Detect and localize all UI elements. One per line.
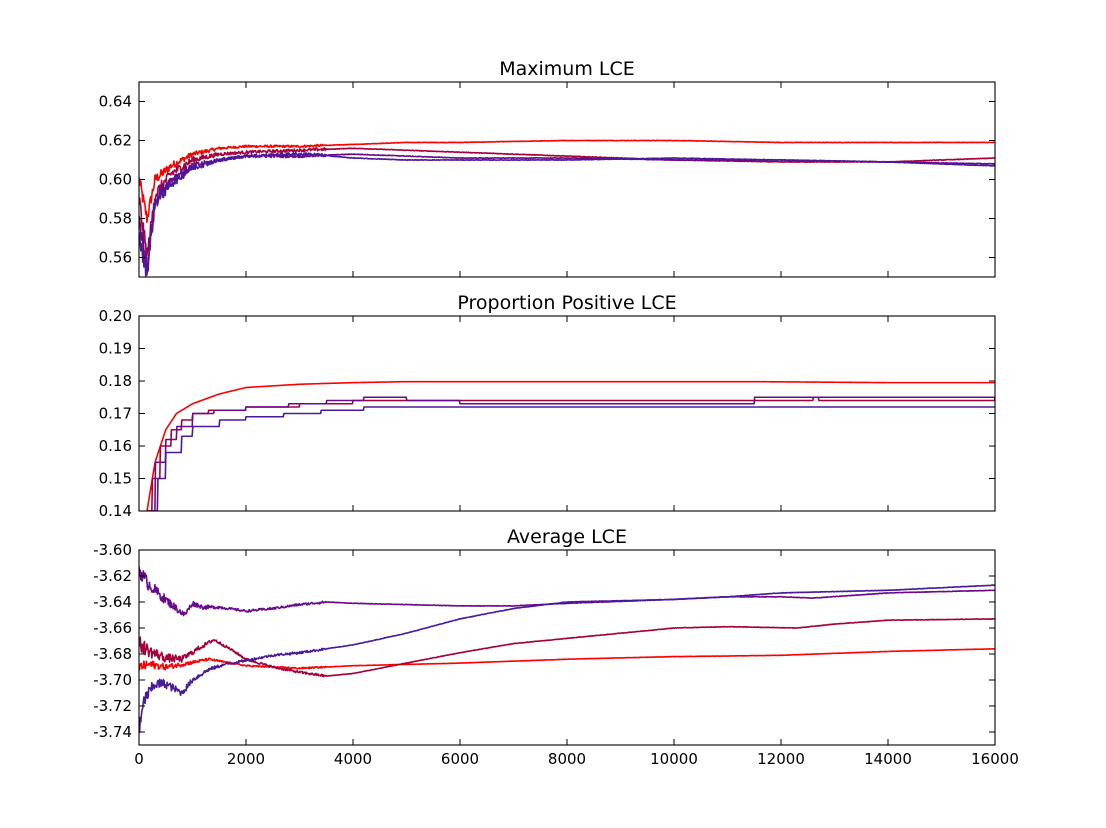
y-tick-label: 0.58 (99, 210, 132, 228)
series-line-red (146, 380, 995, 511)
y-tick-label: -3.68 (93, 645, 132, 663)
y-tick-label: -3.70 (93, 671, 132, 689)
panel-proportion-positive-lce: Proportion Positive LCE 0.14 0.15 0.16 0.17 0… (99, 292, 996, 520)
panel-title: Proportion Positive LCE (457, 292, 676, 314)
x-tick-label: 4000 (334, 750, 372, 768)
y-tick-label: 0.17 (99, 405, 132, 423)
y-tick-label: 0.14 (99, 502, 132, 520)
x-tick-label: 10000 (650, 750, 698, 768)
panel-title: Maximum LCE (499, 58, 635, 80)
y-tick-label: 0.62 (99, 132, 132, 150)
series-line-purple (139, 566, 995, 617)
series-line-indigo (149, 406, 995, 511)
series-line-crimson (139, 147, 995, 262)
panel-maximum-lce: Maximum LCE 0.56 0.58 0.60 0.62 0.64 (99, 58, 996, 278)
axes-frame (138, 81, 996, 278)
y-tick-label: 0.15 (99, 470, 132, 488)
x-tick-label: 0 (134, 750, 144, 768)
y-tick-label: -3.60 (93, 541, 132, 559)
series-line-red (139, 139, 995, 223)
y-tick-label: 0.18 (99, 372, 132, 390)
y-tick-label: 0.16 (99, 437, 132, 455)
series-line-red (139, 647, 995, 671)
series-line-purple (139, 153, 995, 269)
x-tick-label: 8000 (548, 750, 586, 768)
x-tick-label: 2000 (227, 750, 265, 768)
axes-frame (138, 315, 996, 512)
y-tick-label: -3.62 (93, 567, 132, 585)
panel-title: Average LCE (507, 526, 627, 548)
y-tick-label: -3.74 (93, 723, 132, 741)
series-line-indigo (139, 151, 995, 277)
axes-frame (138, 549, 996, 746)
y-tick-label: -3.66 (93, 619, 132, 637)
panel-average-lce: Average LCE -3.74 -3.72 -3.70 -3.68 -3.66 -3.6… (93, 526, 1019, 768)
y-tick-label: 0.56 (99, 249, 132, 267)
y-tick-label: 0.20 (99, 307, 132, 325)
x-tick-label: 14000 (864, 750, 912, 768)
x-tick-label: 16000 (971, 750, 1019, 768)
y-tick-label: -3.64 (93, 593, 132, 611)
y-tick-label: 0.64 (99, 93, 132, 111)
series-line-indigo (139, 584, 995, 734)
series-line-purple (147, 396, 995, 511)
x-tick-label: 6000 (441, 750, 479, 768)
y-tick-label: 0.60 (99, 171, 132, 189)
series-line-crimson (146, 396, 995, 511)
y-tick-label: -3.72 (93, 697, 132, 715)
x-tick-label: 12000 (757, 750, 805, 768)
y-tick-label: 0.19 (99, 340, 132, 358)
series-line-crimson (139, 617, 995, 678)
